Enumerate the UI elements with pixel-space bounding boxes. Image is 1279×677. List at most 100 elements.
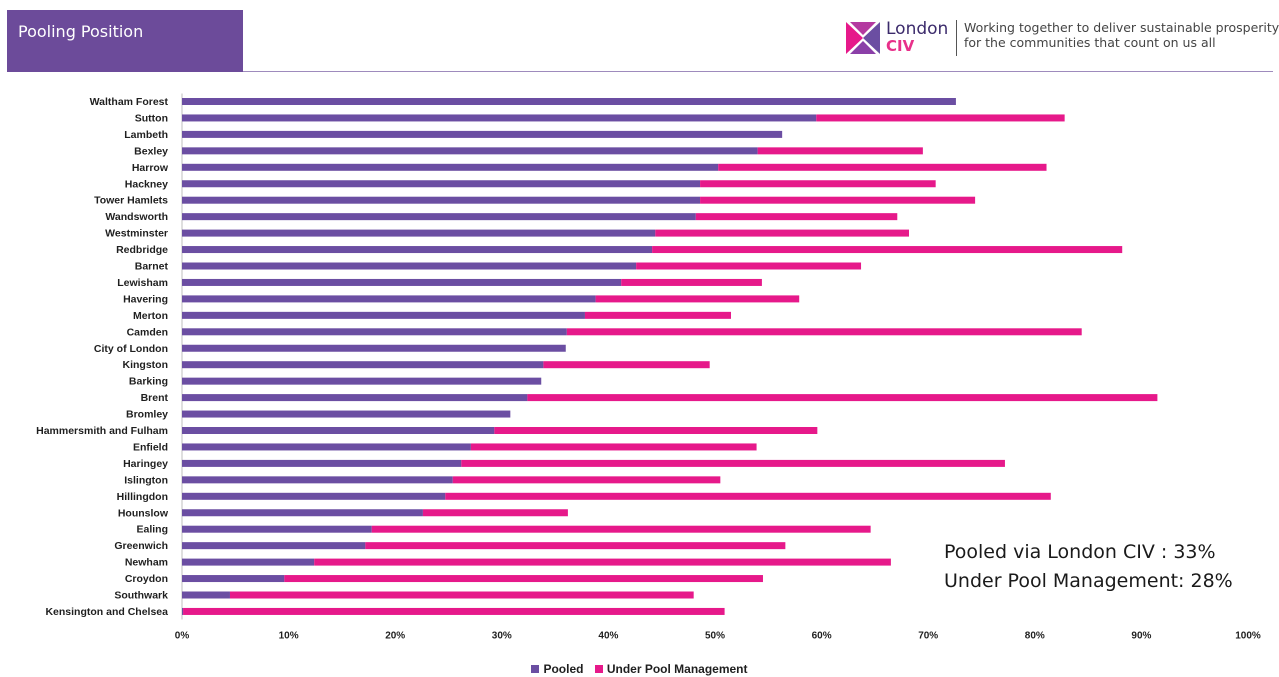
x-tick-label: 100% [1235, 630, 1261, 641]
x-tick-label: 70% [918, 630, 938, 641]
category-label: Islington [124, 474, 168, 486]
bar-under-pool-management [655, 229, 910, 237]
category-label: Waltham Forest [90, 96, 169, 108]
x-tick-label: 50% [705, 630, 725, 641]
legend-label-under-pool: Under Pool Management [606, 662, 748, 676]
bar-under-pool-management [452, 476, 721, 484]
bar-pooled [182, 476, 453, 484]
x-tick-label: 80% [1025, 630, 1045, 641]
x-tick-label: 10% [279, 630, 299, 641]
bar-pooled [182, 229, 656, 237]
bar-pooled [182, 147, 758, 155]
bar-pooled [182, 278, 622, 286]
category-label: Tower Hamlets [94, 195, 168, 207]
category-label: Lewisham [117, 277, 168, 289]
category-label: Westminster [105, 228, 168, 240]
bar-pooled [182, 114, 817, 122]
bar-under-pool-management [543, 361, 710, 369]
category-label: Harrow [132, 162, 169, 174]
bar-pooled [182, 246, 653, 254]
category-label: Bromley [126, 409, 168, 421]
bar-under-pool-management [757, 147, 923, 155]
bar-under-pool-management [284, 575, 763, 583]
logo-separator [956, 20, 957, 56]
page-title: Pooling Position [7, 10, 243, 72]
page-title-text: Pooling Position [18, 22, 144, 41]
bar-pooled [182, 196, 701, 204]
category-label: Camden [127, 326, 168, 338]
category-label: Hackney [125, 178, 168, 190]
bar-under-pool-management [584, 311, 731, 319]
x-tick-label: 40% [598, 630, 618, 641]
category-label: Barnet [135, 261, 169, 273]
bar-pooled [182, 591, 230, 599]
bar-pooled [182, 525, 372, 533]
bar-under-pool-management [371, 525, 871, 533]
bar-under-pool-management [718, 163, 1047, 171]
bar-pooled [182, 377, 542, 385]
summary-text: Pooled via London CIV : 33% Under Pool M… [944, 538, 1233, 596]
x-tick-label: 0% [175, 630, 190, 641]
bar-under-pool-management [314, 558, 891, 566]
bar-under-pool-management [700, 180, 936, 188]
bar-pooled [182, 262, 637, 270]
bar-under-pool-management [445, 492, 1051, 500]
bar-under-pool-management [816, 114, 1065, 122]
category-label: City of London [94, 343, 168, 355]
bar-pooled [182, 180, 701, 188]
bar-pooled [182, 427, 495, 434]
london-civ-logo-icon [846, 22, 880, 54]
bar-under-pool-management [183, 607, 725, 615]
category-label: Merton [133, 310, 168, 322]
legend-item-under-pool: Under Pool Management [594, 662, 748, 676]
category-label: Southwark [114, 590, 168, 602]
bar-under-pool-management [365, 542, 786, 550]
bar-under-pool-management [700, 196, 976, 204]
bar-pooled [182, 443, 471, 451]
bar-pooled [182, 492, 446, 500]
logo-name: London [886, 19, 949, 39]
legend-swatch-under-pool [594, 665, 603, 673]
bar-pooled [182, 361, 544, 369]
category-label: Hammersmith and Fulham [36, 425, 168, 437]
category-label: Sutton [135, 112, 168, 124]
bar-pooled [182, 459, 462, 467]
bar-under-pool-management [595, 295, 800, 303]
bar-pooled [182, 410, 511, 418]
bar-under-pool-management [652, 246, 1123, 254]
x-tick-label: 30% [492, 630, 512, 641]
category-label: Enfield [133, 441, 168, 453]
category-label: Barking [129, 376, 168, 388]
bar-under-pool-management [695, 213, 898, 221]
bar-under-pool-management [461, 459, 1005, 467]
bar-pooled [182, 575, 285, 583]
bar-pooled [182, 344, 566, 352]
bar-under-pool-management [470, 443, 757, 451]
bar-under-pool-management [527, 394, 1158, 402]
bar-pooled [182, 98, 956, 105]
tagline-line-2: for the communities that count on us all [964, 35, 1216, 50]
tagline: Working together to deliver sustainable … [964, 20, 1279, 50]
category-label: Kensington and Chelsea [45, 606, 168, 618]
category-label: Greenwich [114, 540, 168, 552]
bar-pooled [182, 558, 315, 566]
category-label: Hillingdon [117, 491, 168, 503]
category-label: Kingston [123, 359, 169, 371]
legend-item-pooled: Pooled [531, 662, 583, 676]
x-tick-label: 90% [1131, 630, 1151, 641]
category-label: Ealing [136, 524, 168, 536]
category-label: Redbridge [116, 244, 168, 256]
tagline-line-1: Working together to deliver sustainable … [964, 20, 1279, 35]
chart-legend: Pooled Under Pool Management [0, 662, 1279, 676]
category-label: Wandsworth [105, 211, 168, 223]
bar-pooled [182, 607, 184, 615]
bar-under-pool-management [636, 262, 862, 270]
bar-pooled [182, 509, 423, 517]
legend-swatch-pooled [531, 665, 540, 673]
bar-pooled [182, 394, 528, 402]
bar-pooled [182, 328, 567, 336]
bar-under-pool-management [229, 591, 694, 599]
category-label: Newham [125, 557, 168, 569]
summary-pooled: Pooled via London CIV : 33% [944, 541, 1216, 563]
